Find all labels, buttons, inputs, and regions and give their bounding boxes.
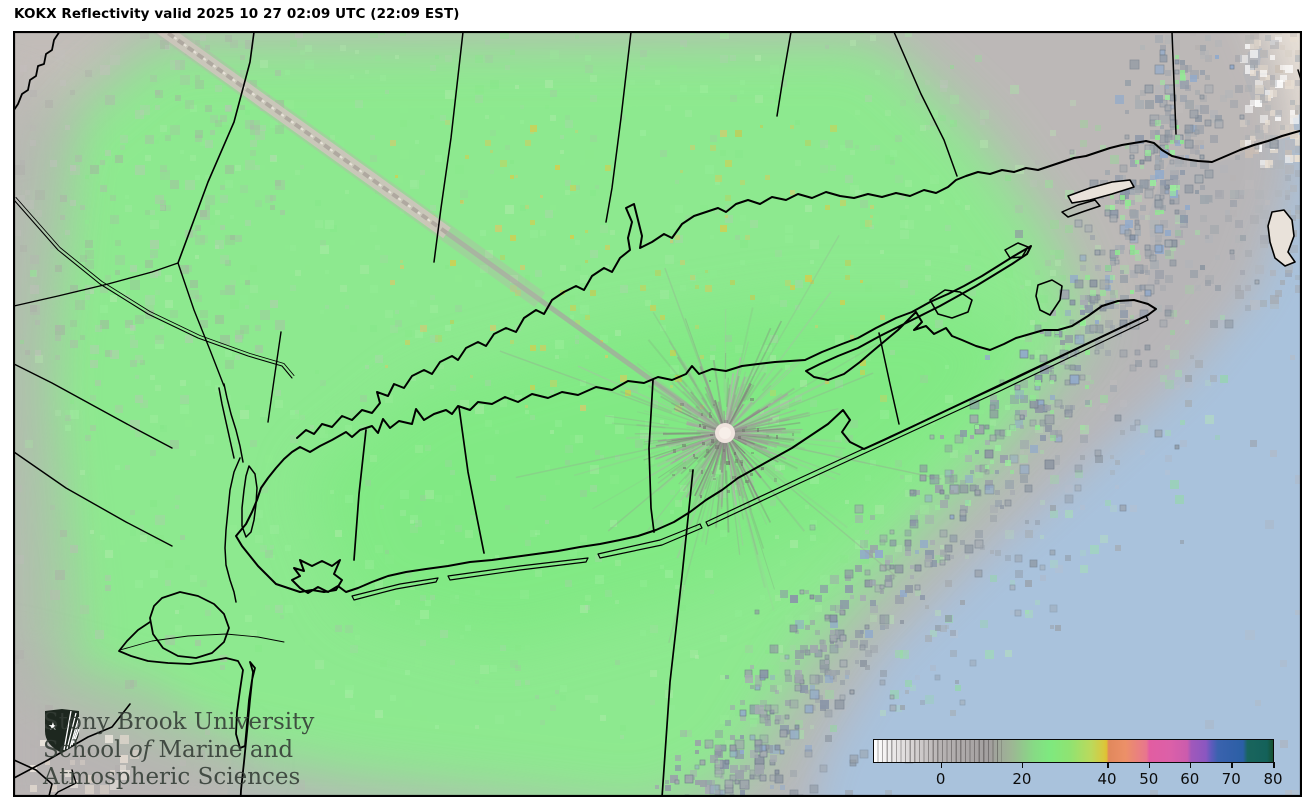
colorbar-tick-label: 80	[1263, 770, 1283, 788]
ct-county-line	[605, 31, 632, 223]
colorbar-tick-label: 0	[935, 770, 946, 788]
reflectivity-colorbar: 0 20 40 50 60 70 80	[873, 739, 1283, 788]
sw-corner-line	[52, 769, 77, 797]
county-line	[13, 451, 173, 547]
page-title: KOKX Reflectivity valid 2025 10 27 02:09…	[14, 6, 460, 22]
echo-blob	[13, 645, 260, 797]
long-island-coastline	[235, 245, 1157, 594]
plum-island	[1061, 199, 1101, 218]
fishers-island	[1067, 179, 1135, 204]
barrier-island	[705, 315, 1149, 527]
sw-corner-line	[13, 759, 53, 797]
li-county-line	[878, 332, 900, 425]
gardiners-island	[1035, 279, 1063, 316]
colorbar-tick-label: 60	[1180, 770, 1200, 788]
nw-corner-coast	[13, 31, 61, 111]
hudson-river	[218, 387, 235, 459]
barrier-island	[447, 557, 589, 581]
shelter-island	[929, 289, 973, 319]
nassau-suffolk-line	[458, 406, 485, 554]
barrier-island	[351, 577, 439, 601]
county-line	[13, 363, 173, 449]
ct-county-line	[893, 31, 958, 177]
colorbar-tick-label: 40	[1097, 770, 1117, 788]
hudson-west-bank	[224, 457, 241, 603]
ship-channel	[119, 633, 285, 651]
ct-ri-coastline	[296, 129, 1302, 439]
colorbar-tick	[1021, 762, 1024, 768]
radar-map: ★ Stony Brook University School of Marine…	[13, 31, 1302, 797]
manhattan	[241, 465, 258, 538]
colorbar-tick	[1189, 762, 1192, 768]
county-line	[13, 262, 179, 307]
colorbar-tick	[1231, 762, 1233, 768]
li-county-line	[661, 469, 694, 797]
colorbar-gradient	[874, 740, 1273, 762]
nj-raritan-sandyhook	[118, 621, 256, 797]
hudson-river	[223, 383, 244, 463]
queens-nassau-line	[353, 429, 367, 561]
ny-ct-border	[177, 31, 255, 264]
county-line	[177, 262, 225, 387]
radar-map-svg	[13, 31, 1302, 797]
staten-island	[149, 591, 230, 659]
colorbar-tick-label: 50	[1139, 770, 1159, 788]
echo-blob	[13, 80, 90, 689]
radar-beam	[161, 31, 449, 235]
barrier-island	[597, 523, 703, 559]
nj-shore-line	[13, 703, 131, 779]
block-island	[1267, 209, 1296, 267]
li-county-line	[648, 379, 655, 533]
colorbar-tick-label: 70	[1221, 770, 1241, 788]
ct-ri-border	[1171, 31, 1177, 135]
boundaries	[13, 31, 1302, 797]
ct-county-line	[433, 31, 464, 263]
colorbar-tick	[1107, 762, 1109, 768]
ct-county-line	[776, 31, 792, 117]
island	[1004, 242, 1029, 259]
colorbar-tick	[940, 762, 943, 768]
colorbar-tick	[1273, 762, 1275, 768]
colorbar-tick-label: 20	[1012, 770, 1032, 788]
colorbar-tick	[1148, 762, 1151, 768]
colorbar-discrete-bins	[874, 740, 1002, 762]
county-line	[267, 331, 282, 423]
